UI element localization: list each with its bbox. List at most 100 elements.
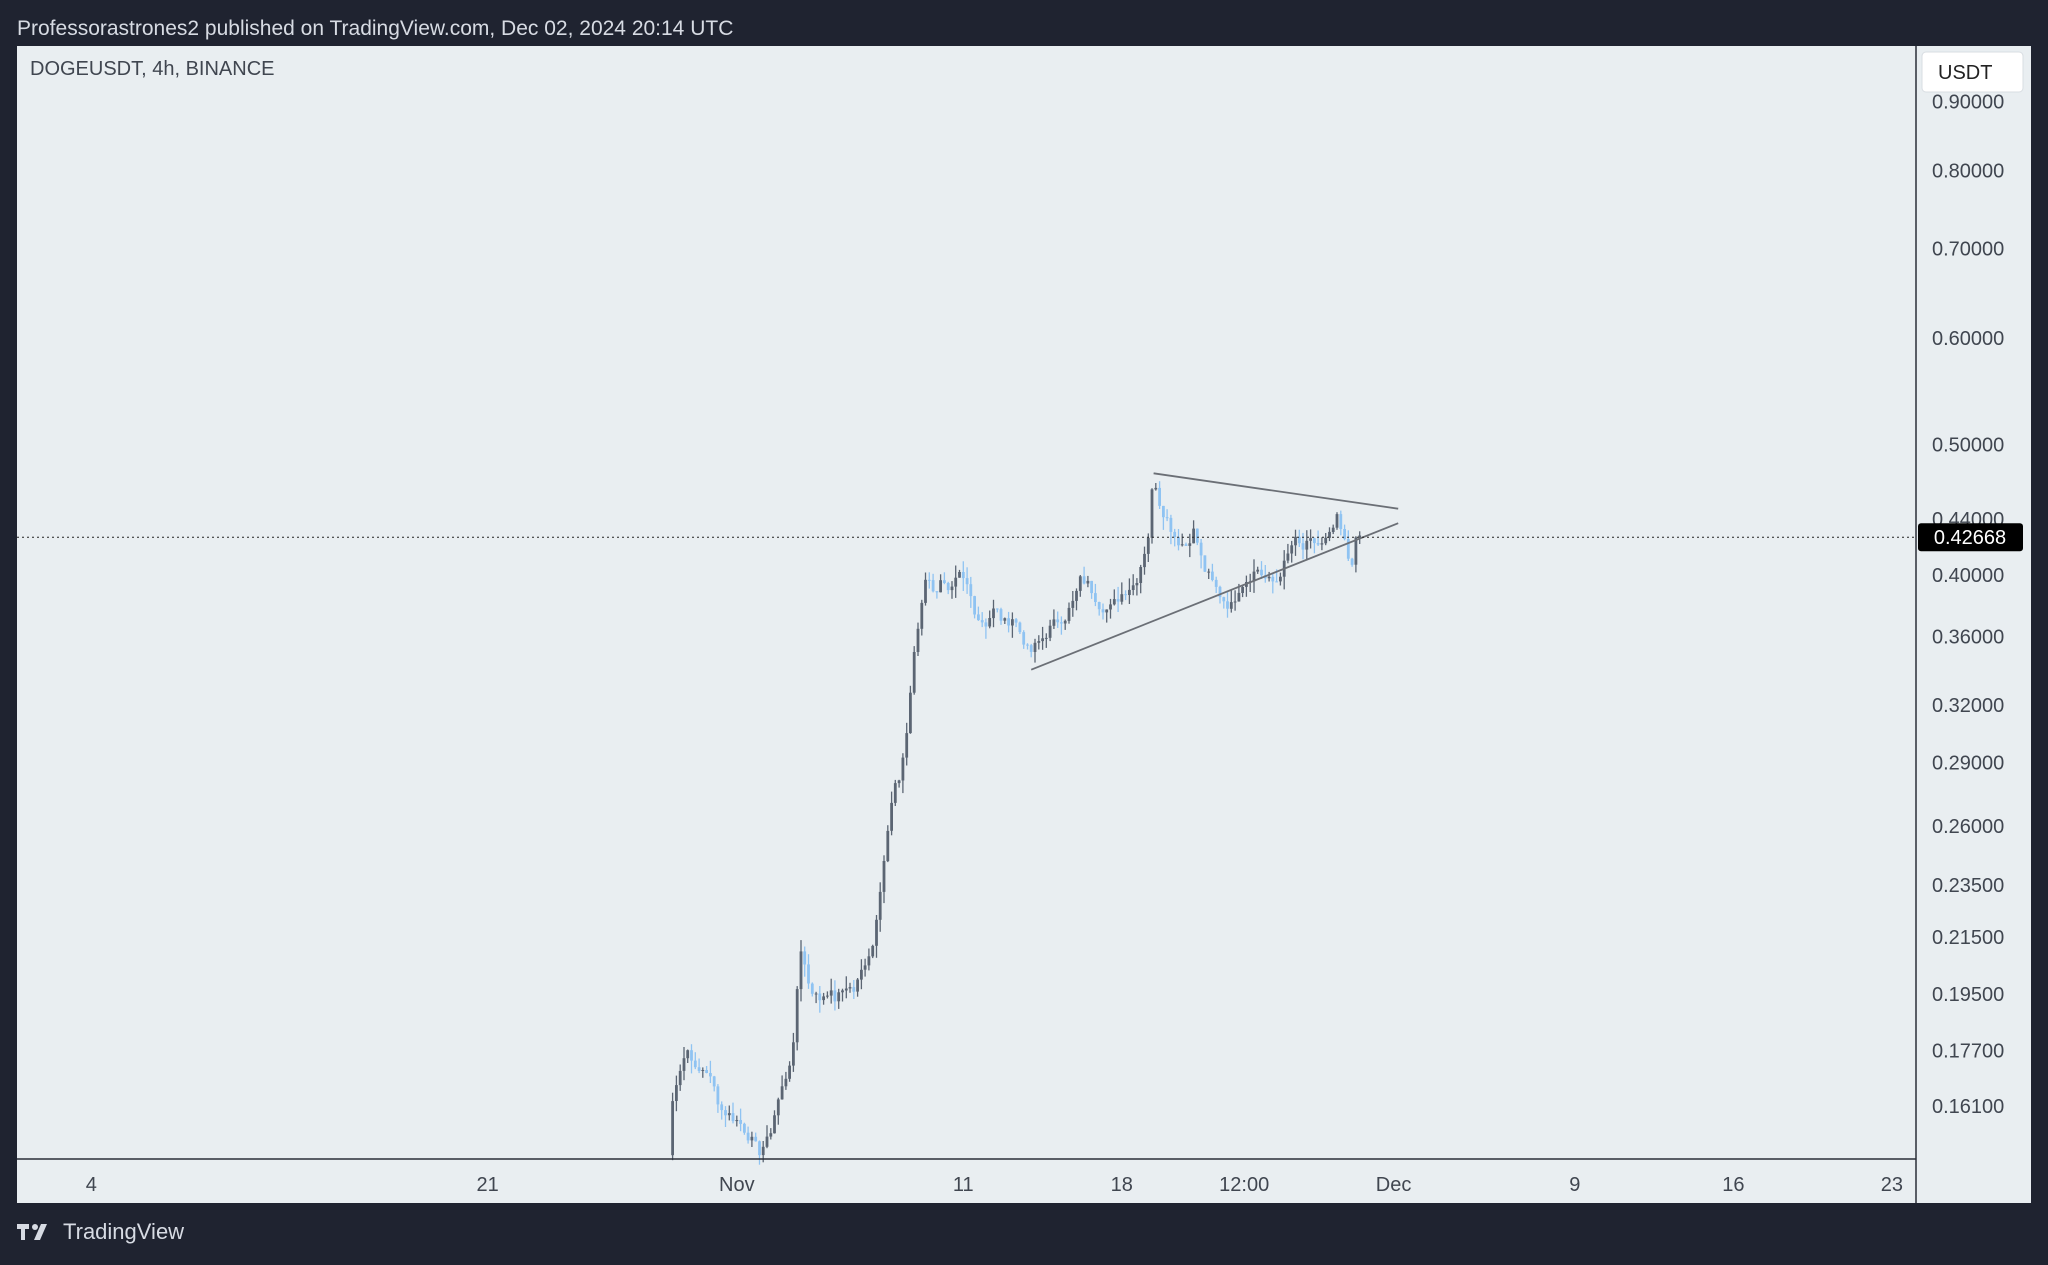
candle-body bbox=[1313, 538, 1316, 544]
candle-body bbox=[992, 608, 995, 619]
candle-body bbox=[875, 919, 878, 946]
candle-body bbox=[1162, 505, 1165, 518]
candle-body bbox=[1301, 543, 1305, 550]
time-tick-label: 4 bbox=[86, 1174, 97, 1196]
candle-body bbox=[1120, 594, 1124, 602]
candle-body bbox=[950, 586, 954, 591]
candle-body bbox=[697, 1067, 701, 1071]
candle-body bbox=[1063, 620, 1067, 624]
candle-body bbox=[1169, 517, 1173, 532]
candle-body bbox=[867, 956, 871, 966]
candle-body bbox=[822, 996, 825, 1001]
candle-body bbox=[1131, 585, 1135, 590]
price-tick-label: 0.17700 bbox=[1932, 1041, 2004, 1063]
candle-body bbox=[844, 988, 848, 991]
candle-body bbox=[1226, 601, 1229, 609]
candle-body bbox=[1112, 599, 1116, 605]
candle-body bbox=[1335, 514, 1339, 528]
candle-body bbox=[1124, 594, 1127, 596]
candle-body bbox=[799, 951, 803, 990]
last-price-badge bbox=[1918, 523, 2023, 552]
price-tick-label: 0.60000 bbox=[1932, 328, 2004, 350]
candle-body bbox=[1354, 537, 1358, 565]
candle-body bbox=[1252, 571, 1256, 582]
candle-body bbox=[882, 861, 886, 892]
tradingview-logo-icon bbox=[17, 1224, 47, 1240]
candle-body bbox=[1154, 487, 1158, 490]
candle-body bbox=[826, 995, 829, 997]
candle-body bbox=[1218, 586, 1222, 598]
candle-body bbox=[1037, 641, 1041, 643]
candle-body bbox=[709, 1073, 712, 1077]
candle-body bbox=[1241, 587, 1244, 593]
candle-body bbox=[686, 1050, 690, 1059]
candle-body bbox=[784, 1078, 788, 1087]
candle-body bbox=[939, 580, 942, 593]
candle-body bbox=[792, 1042, 795, 1066]
tradingview-brand[interactable]: TradingView bbox=[17, 1219, 184, 1245]
candle-body bbox=[837, 992, 841, 1002]
candle-body bbox=[780, 1086, 784, 1100]
candle-body bbox=[671, 1101, 674, 1156]
candle-body bbox=[1305, 540, 1309, 550]
candle-body bbox=[682, 1058, 686, 1071]
candle-body bbox=[746, 1132, 750, 1141]
candle-body bbox=[1116, 599, 1120, 602]
candle-body bbox=[943, 580, 946, 583]
candle-body bbox=[829, 990, 833, 996]
price-tick-label: 0.40000 bbox=[1932, 565, 2004, 587]
candle-body bbox=[1022, 632, 1026, 645]
candle-body bbox=[754, 1136, 758, 1142]
candle-body bbox=[1192, 528, 1195, 544]
time-tick-label: 11 bbox=[953, 1174, 974, 1196]
candle-body bbox=[761, 1146, 765, 1156]
candle-body bbox=[927, 579, 931, 581]
candle-body bbox=[1346, 539, 1350, 559]
candle-body bbox=[1082, 576, 1086, 584]
price-chart[interactable]: 0.900000.800000.700000.600000.500000.440… bbox=[17, 46, 2031, 1203]
price-tick-label: 0.19500 bbox=[1932, 984, 2004, 1006]
candle-body bbox=[1199, 542, 1203, 556]
candle-body bbox=[1041, 638, 1044, 642]
candle-body bbox=[965, 578, 969, 585]
candle-body bbox=[795, 989, 799, 1043]
candle-body bbox=[1294, 536, 1297, 546]
price-tick-label: 0.36000 bbox=[1932, 626, 2004, 648]
candle-body bbox=[988, 618, 992, 627]
candle-body bbox=[1188, 543, 1192, 546]
candle-body bbox=[724, 1110, 727, 1116]
candle-body bbox=[984, 622, 988, 627]
candle-body bbox=[1195, 528, 1199, 543]
candle-body bbox=[1297, 536, 1301, 544]
candle-body bbox=[1067, 607, 1071, 621]
currency-button[interactable]: USDT bbox=[1938, 62, 1992, 84]
time-tick-label: 18 bbox=[1111, 1174, 1133, 1196]
candle-body bbox=[743, 1123, 746, 1133]
currency-button-bg bbox=[1921, 51, 2024, 93]
candle-body bbox=[739, 1120, 742, 1124]
tradingview-brand-text: TradingView bbox=[63, 1219, 185, 1244]
candle-body bbox=[931, 580, 935, 592]
candle-body bbox=[871, 945, 875, 957]
price-tick-label: 0.26000 bbox=[1932, 816, 2004, 838]
candle-body bbox=[1086, 580, 1090, 584]
candle-body bbox=[1109, 604, 1112, 610]
candle-body bbox=[712, 1076, 716, 1087]
candle-body bbox=[1150, 489, 1154, 538]
candle-body bbox=[1222, 597, 1226, 602]
candle-body bbox=[773, 1115, 776, 1134]
price-tick-label: 0.16100 bbox=[1932, 1096, 2004, 1118]
candle-body bbox=[890, 802, 893, 831]
candle-body bbox=[1173, 531, 1177, 537]
candle-body bbox=[769, 1133, 773, 1137]
candle-body bbox=[1143, 553, 1146, 568]
candle-body bbox=[1101, 609, 1105, 613]
candle-body bbox=[980, 620, 984, 623]
candles-layer bbox=[671, 481, 1362, 1165]
price-tick-label: 0.32000 bbox=[1932, 695, 2004, 717]
candle-body bbox=[1180, 544, 1184, 546]
trendline-lower bbox=[1030, 522, 1399, 671]
chart-panel[interactable]: 0.90000 0.80000 0.70000 0.60000 0.50000 0.440… bbox=[17, 46, 2031, 1203]
candle-body bbox=[973, 596, 976, 615]
candle-body bbox=[1056, 619, 1060, 623]
